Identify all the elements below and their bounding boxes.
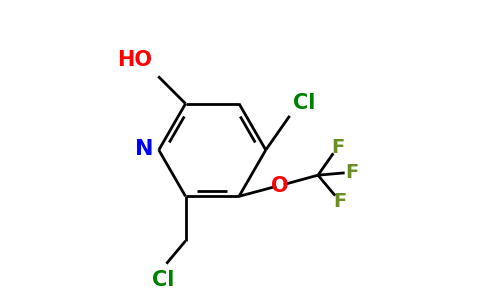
Text: N: N (135, 139, 153, 158)
Text: Cl: Cl (152, 270, 175, 290)
Text: Cl: Cl (293, 93, 315, 113)
Text: HO: HO (117, 50, 152, 70)
Text: F: F (331, 138, 344, 157)
Text: F: F (346, 163, 359, 182)
Text: O: O (271, 176, 288, 196)
Text: F: F (333, 192, 347, 211)
